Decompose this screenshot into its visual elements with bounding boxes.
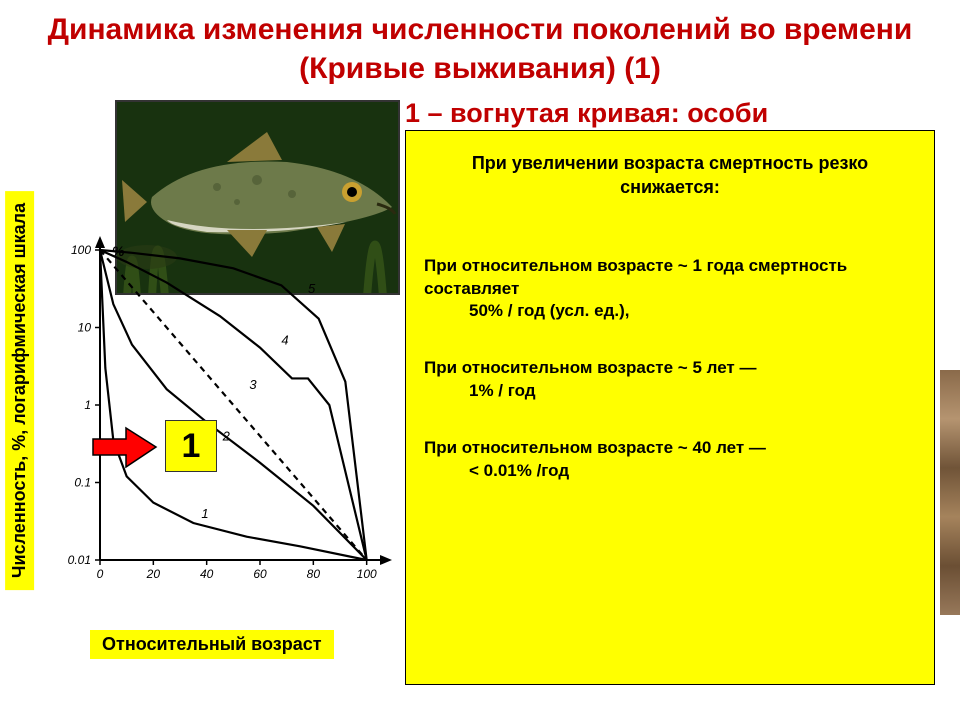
x-axis-label: Относительный возраст — [90, 630, 334, 659]
info-para-1-line1: При относительном возрасте ~ 1 года смер… — [424, 256, 847, 298]
svg-text:1: 1 — [201, 506, 208, 521]
svg-text:100: 100 — [357, 567, 377, 581]
svg-text:0.1: 0.1 — [74, 476, 91, 490]
curve-marker-1: 1 — [165, 420, 217, 472]
curve-marker-1-label: 1 — [182, 427, 201, 466]
svg-text:4: 4 — [281, 333, 288, 348]
svg-text:5: 5 — [308, 281, 316, 296]
arrow-indicator — [88, 425, 158, 470]
svg-text:3: 3 — [249, 377, 257, 392]
svg-text:0: 0 — [97, 567, 104, 581]
info-para-3-line1: При относительном возрасте ~ 40 лет — — [424, 438, 766, 457]
chart-svg: 0.010.1110100%02040608010012345 — [45, 230, 395, 600]
svg-text:20: 20 — [146, 567, 161, 581]
slide-title: Динамика изменения численности поколений… — [0, 0, 960, 93]
survival-chart: 0.010.1110100%02040608010012345 — [45, 230, 395, 600]
y-axis-label: Численность, %, логарифмическая шкала — [6, 190, 35, 589]
svg-text:10: 10 — [78, 321, 92, 335]
info-para-1-line2: 50% / год (усл. ед.), — [424, 300, 916, 323]
svg-text:80: 80 — [307, 567, 321, 581]
svg-text:2: 2 — [222, 428, 231, 443]
background-strip — [940, 370, 960, 615]
y-axis-label-container: Численность, %, логарифмическая шкала — [2, 100, 38, 680]
svg-text:60: 60 — [253, 567, 267, 581]
curve-description: 1 – вогнутая кривая: особи — [405, 98, 768, 129]
svg-text:100: 100 — [71, 243, 91, 257]
svg-text:40: 40 — [200, 567, 214, 581]
info-para-1: При относительном возрасте ~ 1 года смер… — [424, 255, 916, 324]
info-heading: При увеличении возраста смертность резко… — [424, 151, 916, 200]
svg-text:0.01: 0.01 — [68, 553, 91, 567]
info-para-3-line2: < 0.01% /год — [424, 460, 916, 483]
svg-text:1: 1 — [84, 398, 91, 412]
info-para-2-line1: При относительном возрасте ~ 5 лет — — [424, 358, 756, 377]
info-para-2: При относительном возрасте ~ 5 лет — 1% … — [424, 357, 916, 403]
info-para-3: При относительном возрасте ~ 40 лет — < … — [424, 437, 916, 483]
info-box: При увеличении возраста смертность резко… — [405, 130, 935, 685]
info-para-2-line2: 1% / год — [424, 380, 916, 403]
